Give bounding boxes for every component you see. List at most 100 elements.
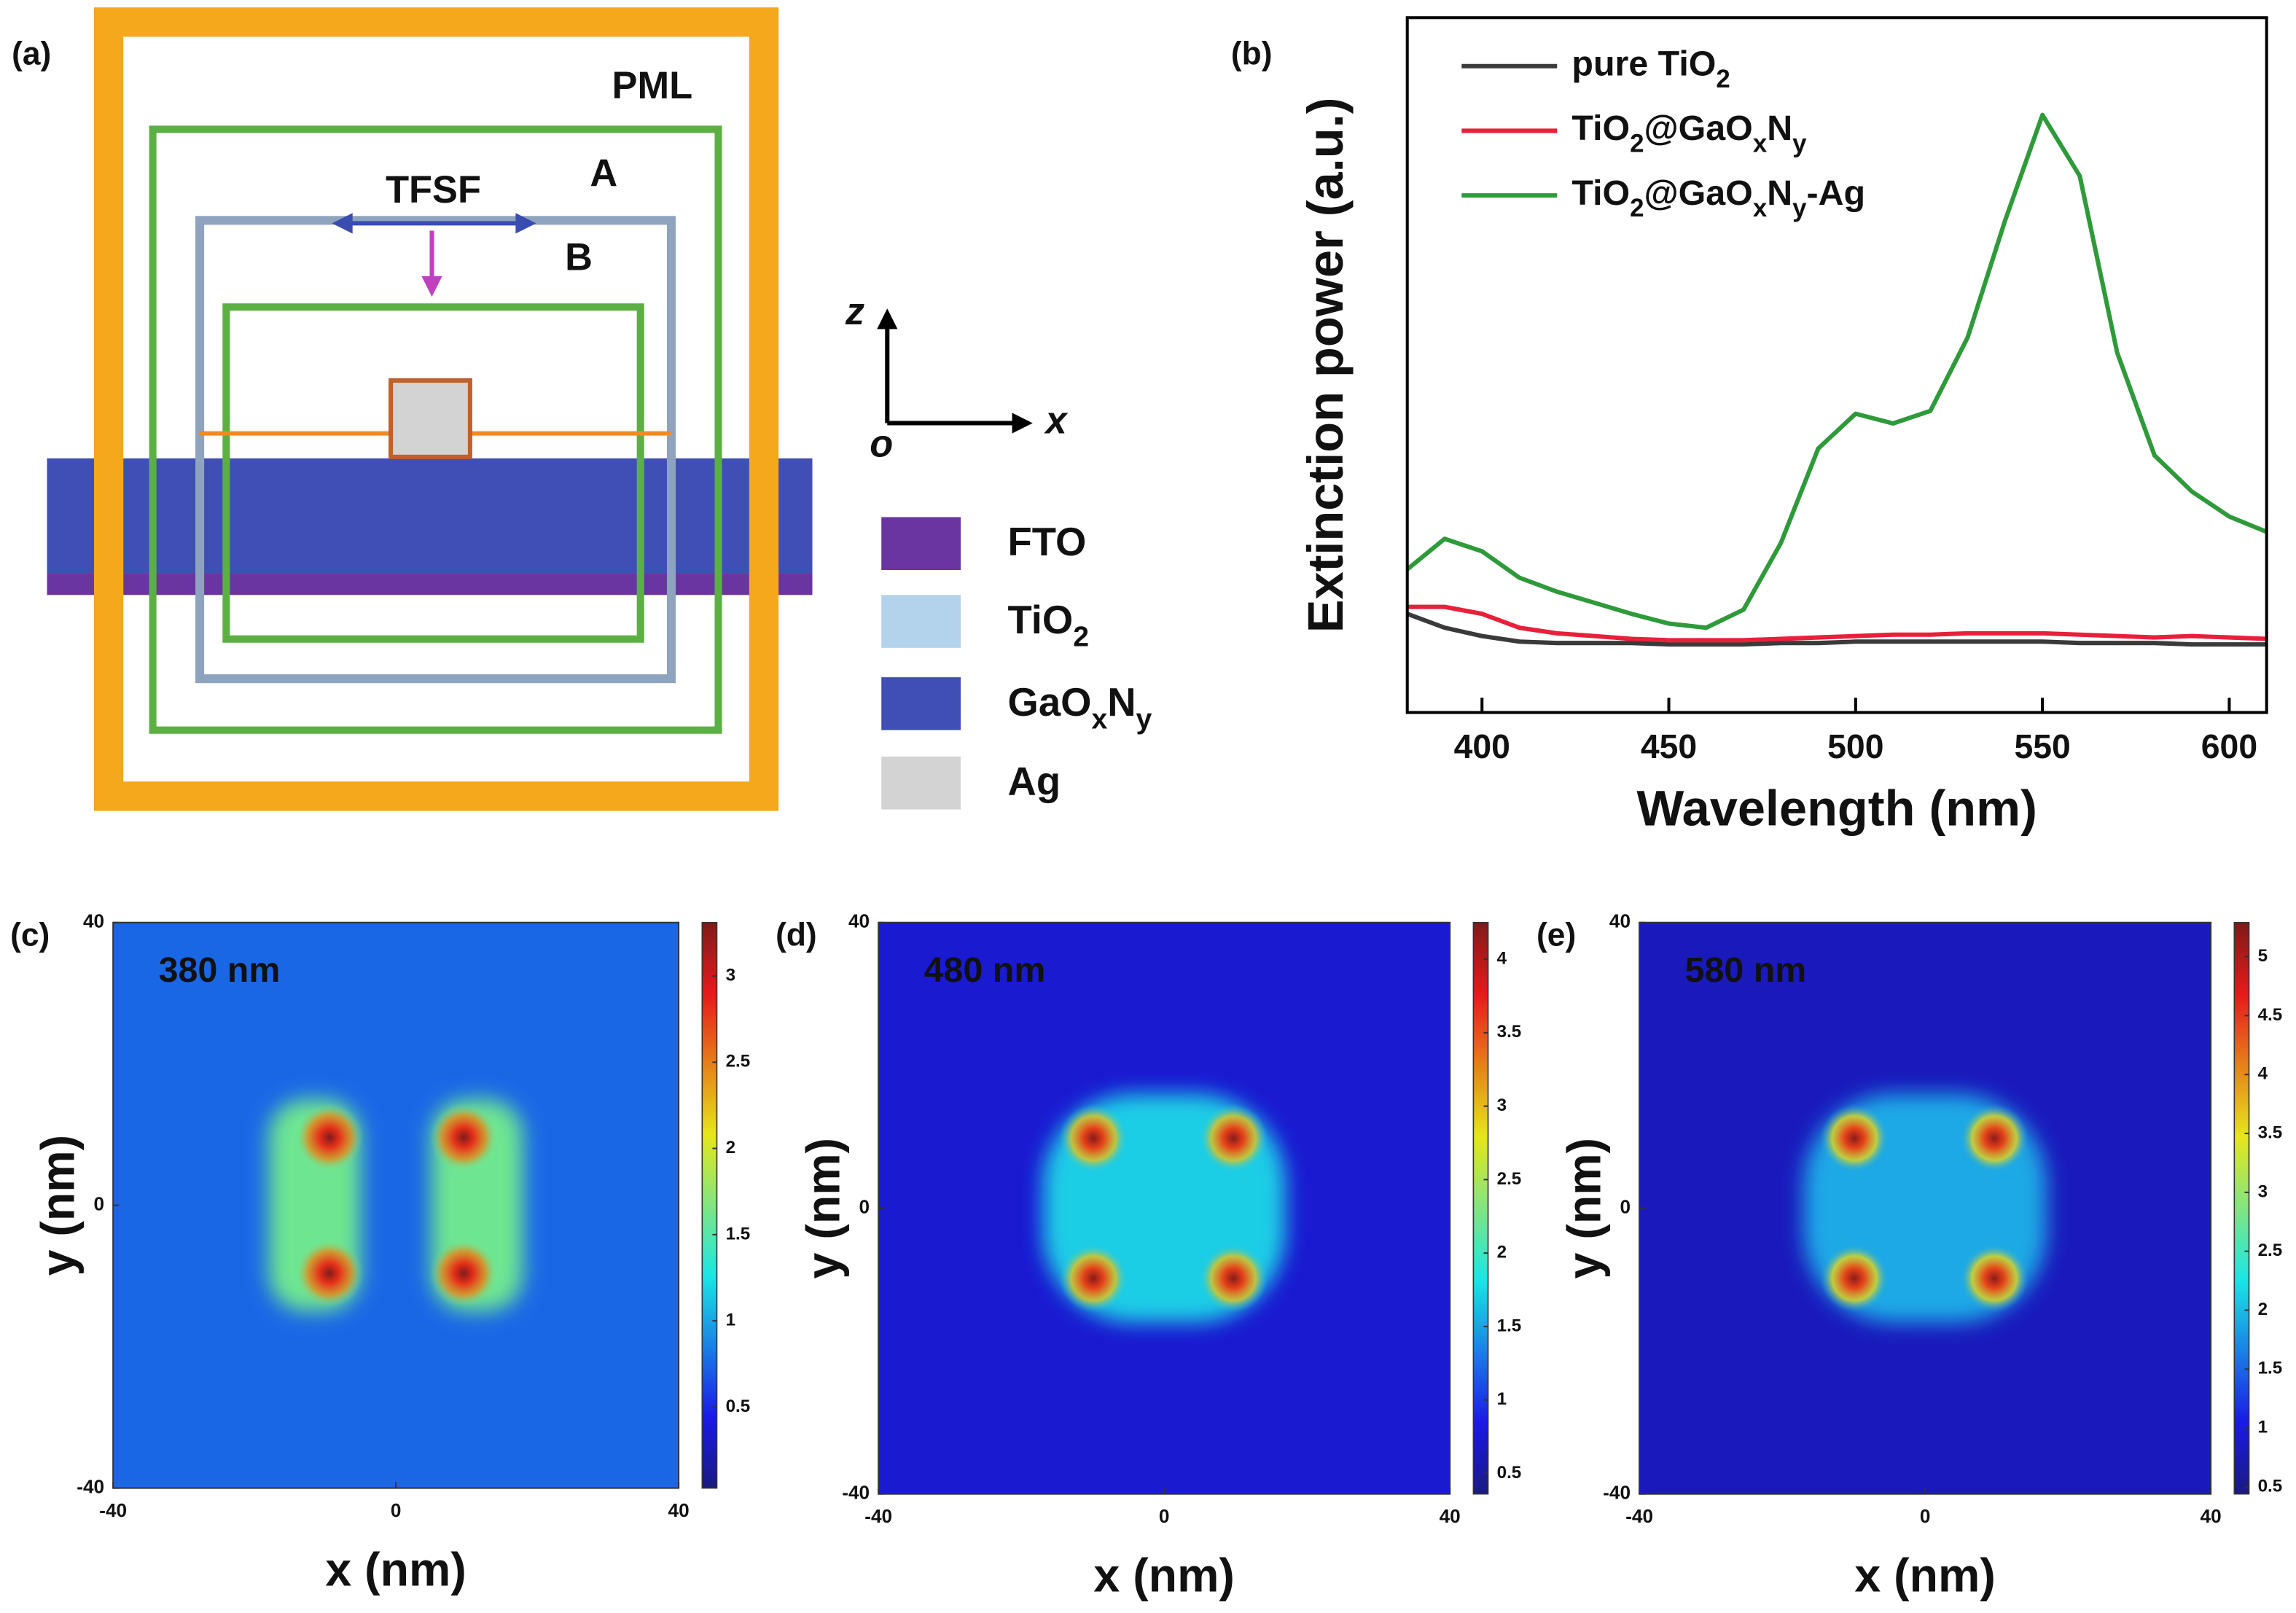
colorbar-tick-label: 3.5 (2258, 1122, 2283, 1142)
x-tick-label: 40 (2201, 1505, 2222, 1527)
colorbar-tick-label: 0.5 (1497, 1463, 1522, 1483)
colorbar-tick-label: 4 (1497, 948, 1507, 968)
colorbar-tick-label: 2.5 (1497, 1169, 1522, 1189)
hotspot (1820, 1243, 1889, 1313)
y-tick-label: 0 (1620, 1196, 1631, 1218)
x-tick-label: 500 (1827, 727, 1883, 765)
legend-label: Ag (1008, 759, 1061, 804)
legend-label: pure TiO2 (1571, 44, 1730, 93)
colorbar-tick-label: 2.5 (2258, 1241, 2283, 1260)
colorbar-tick-label: 5 (2258, 946, 2268, 966)
b-label: B (565, 237, 593, 279)
colorbar-tick-label: 0.5 (2258, 1476, 2283, 1496)
y-tick-label: 40 (1609, 910, 1631, 932)
colorbar-tick-label: 3 (1497, 1095, 1507, 1115)
legend-label: TiO2 (1008, 598, 1089, 652)
colorbar-tick-label: 1 (726, 1311, 735, 1330)
y-axis-title: y (nm) (32, 1135, 85, 1276)
colorbar-tick-label: 1.5 (726, 1224, 751, 1243)
hotspot (295, 1239, 364, 1308)
hotspot (1960, 1104, 2029, 1173)
x-tick-label: 0 (1920, 1505, 1931, 1527)
ag-particle (388, 378, 472, 459)
series-line (1407, 604, 2267, 643)
colorbar-tick-label: 2.5 (726, 1052, 751, 1071)
colorbar (1472, 921, 1489, 1495)
heatmap (878, 922, 1450, 1494)
hotspot (429, 1104, 498, 1172)
annotation: 480 nm (924, 950, 1046, 990)
colorbar-tick-label: 2 (726, 1138, 735, 1157)
y-axis-title: y (nm) (1558, 1138, 1611, 1278)
y-tick-label: 0 (859, 1196, 870, 1218)
heatmap (1639, 922, 2211, 1494)
hotspot (1820, 1104, 1889, 1173)
colorbar-tick-label: 2 (2258, 1300, 2268, 1319)
colorbar (701, 921, 718, 1489)
hotspot (1059, 1243, 1128, 1313)
x-tick-label: -40 (99, 1499, 127, 1521)
x-tick-label: 400 (1454, 727, 1510, 765)
hotspot (1960, 1243, 2029, 1313)
y-tick-label: 40 (848, 910, 870, 932)
colorbar-tick-label: 1 (1497, 1389, 1507, 1409)
z-axis-label: z (845, 291, 864, 333)
colorbar-tick-label: 3.5 (1497, 1022, 1522, 1042)
x-axis-title: x (nm) (1093, 1550, 1234, 1602)
panel-label: (d) (776, 918, 817, 953)
plot-frame (1405, 16, 2268, 714)
legend-swatch (881, 677, 961, 730)
legend-label: FTO (1008, 520, 1087, 564)
x-tick-label: 0 (391, 1499, 402, 1521)
colorbar-tick-label: 4 (2258, 1064, 2268, 1084)
colorbar-tick-label: 1 (2258, 1418, 2268, 1437)
monitor-b (222, 303, 644, 643)
legend-swatch (881, 595, 961, 648)
hotspot (1199, 1104, 1268, 1173)
hotspot (1199, 1243, 1268, 1313)
gaoxny-layer (47, 458, 813, 574)
heatmap-background (113, 922, 679, 1488)
series-line (1405, 112, 2268, 630)
z-arrowhead (877, 308, 898, 329)
x-tick-label: -40 (864, 1505, 892, 1527)
x-axis-title: Wavelength (nm) (1636, 781, 2037, 837)
origin-label: o (870, 423, 893, 466)
y-tick-label: -40 (77, 1476, 104, 1498)
y-axis-title: Extinction power (a.u.) (1297, 98, 1354, 633)
series-line (1406, 612, 2267, 647)
panel-label: (c) (10, 918, 50, 953)
x-arrowhead (1012, 413, 1033, 434)
hotspot (429, 1239, 498, 1308)
x-tick-label: 600 (2201, 727, 2257, 765)
x-axis-title: x (nm) (325, 1544, 466, 1596)
x-tick-label: 0 (1159, 1505, 1170, 1527)
hotspot (1059, 1104, 1128, 1173)
colorbar-tick-label: 0.5 (726, 1397, 751, 1416)
x-tick-label: 450 (1641, 727, 1697, 765)
tfsf-label: TFSF (386, 169, 481, 211)
legend-label: TiO2@GaOxNy-Ag (1571, 173, 1865, 222)
y-tick-label: 40 (83, 910, 104, 932)
colorbar (2233, 921, 2250, 1495)
x-axis-title: x (nm) (1854, 1550, 1995, 1602)
tfsf-source (195, 216, 676, 684)
legend-swatch (881, 756, 961, 810)
x-tick-label: 40 (668, 1499, 690, 1521)
legend-swatch (881, 517, 961, 571)
x-tick-label: 550 (2014, 727, 2070, 765)
y-tick-label: -40 (842, 1482, 870, 1504)
x-tick-label: 40 (1440, 1505, 1461, 1527)
legend-label: TiO2@GaOxNy (1571, 109, 1807, 157)
panel-label: (b) (1231, 36, 1273, 71)
monitor-a (149, 125, 722, 734)
colorbar-tick-label: 1.5 (1497, 1316, 1522, 1335)
colorbar-tick-label: 2 (1497, 1243, 1507, 1262)
colorbar-tick-label: 3 (2258, 1182, 2268, 1201)
legend-label: GaOxNy (1008, 680, 1152, 735)
annotation: 380 nm (159, 950, 281, 990)
simulation-diagram: (a) PML A TFSF B z o x FTO TiO2 GaOxNy A… (12, 7, 1152, 811)
propagation-arrowhead (421, 276, 442, 297)
